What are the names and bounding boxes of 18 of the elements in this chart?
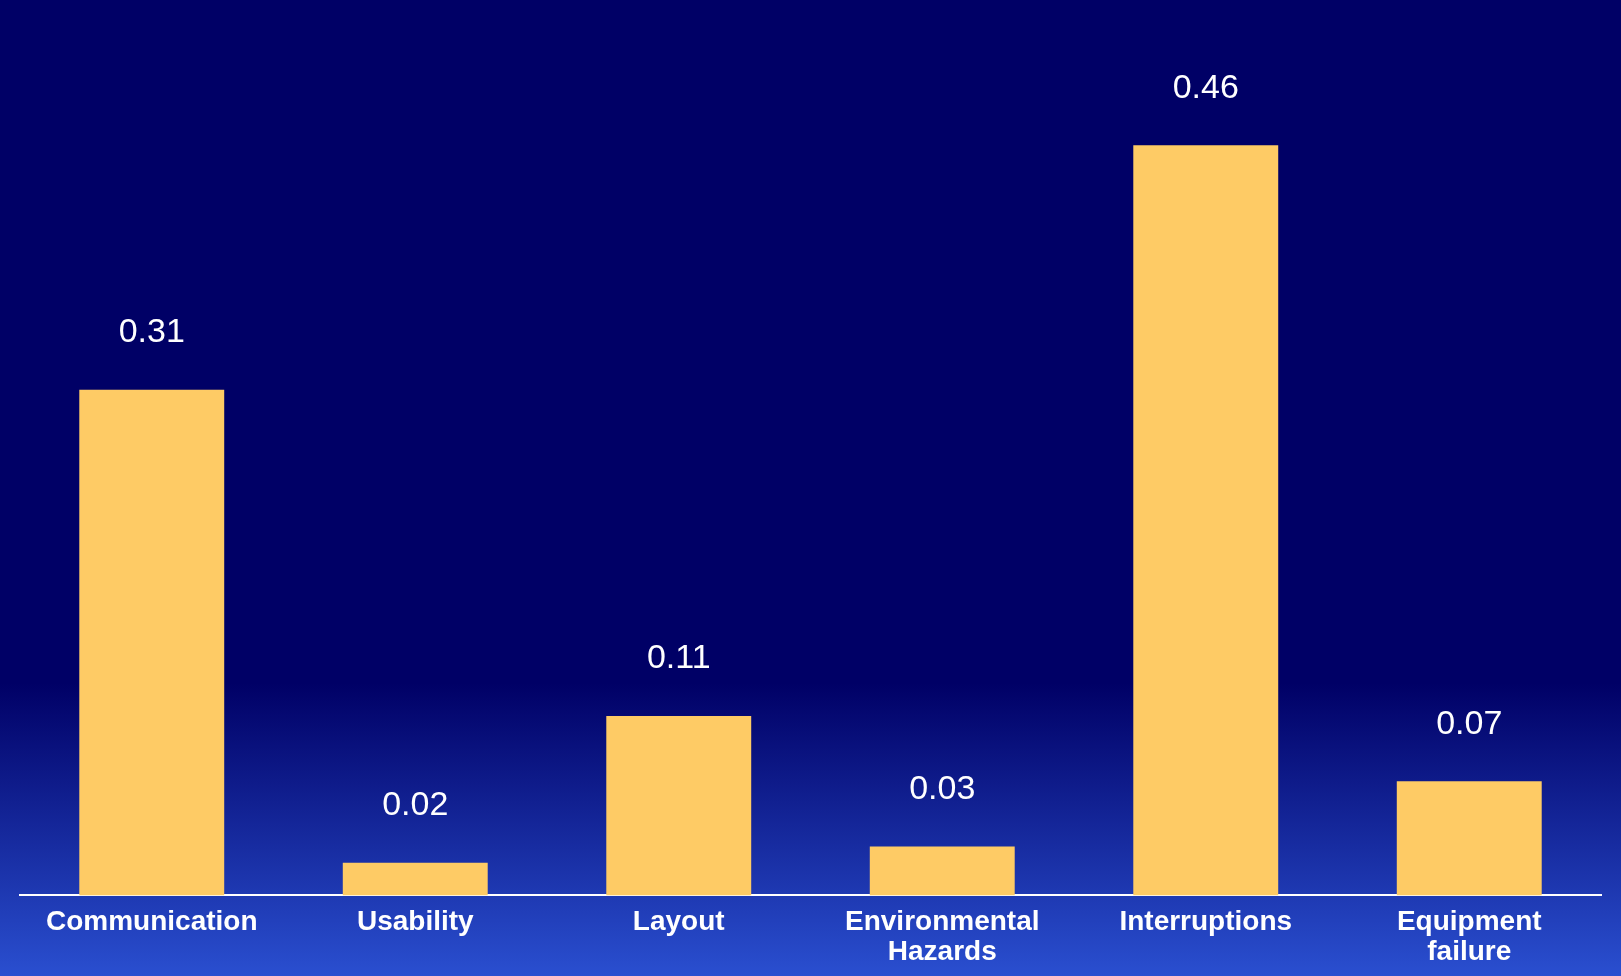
x-tick-label: Communication bbox=[45, 904, 258, 936]
data-label: 0.02 bbox=[382, 784, 449, 823]
data-label: 0.03 bbox=[909, 767, 976, 806]
bar bbox=[1133, 145, 1279, 896]
x-tick-label: Usability bbox=[356, 904, 475, 936]
bar bbox=[606, 716, 752, 896]
bar bbox=[1396, 781, 1542, 896]
data-label: 0.07 bbox=[1436, 702, 1503, 741]
bar bbox=[79, 389, 225, 896]
bar bbox=[342, 862, 488, 896]
x-tick-label: Interruptions bbox=[1119, 904, 1293, 936]
data-label: 0.31 bbox=[118, 311, 185, 350]
bar bbox=[869, 846, 1015, 896]
x-tick-label: Equipment failure bbox=[1396, 904, 1542, 967]
data-label: 0.46 bbox=[1172, 66, 1239, 105]
data-label: 0.11 bbox=[646, 637, 711, 676]
x-tick-label: Layout bbox=[632, 904, 725, 936]
x-tick-label: Environmental Hazards bbox=[845, 904, 1040, 967]
